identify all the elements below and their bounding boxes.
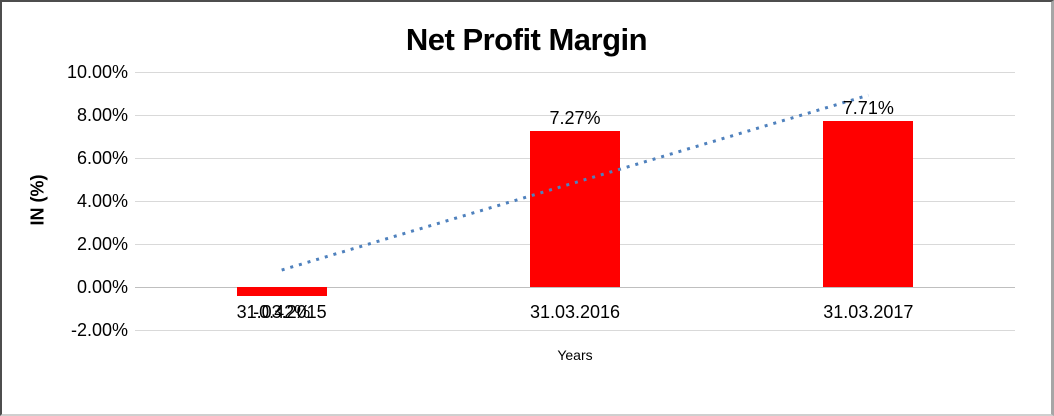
y-tick-label: 6.00%: [76, 148, 128, 168]
data-label: 7.71%: [842, 98, 894, 119]
y-tick-label: 8.00%: [76, 105, 128, 125]
x-tick-label: 31.03.2017: [823, 302, 914, 322]
x-axis-line: [135, 287, 1015, 288]
bar: [823, 121, 914, 287]
data-label: 7.27%: [549, 107, 601, 128]
y-tick-label: 2.00%: [76, 234, 128, 254]
bar: [236, 287, 327, 297]
x-tick-label: 31.03.2016: [529, 302, 621, 322]
data-label: -0.42%: [253, 302, 311, 323]
plot-area: 31.03.2015 -0.42% 31.03.2016 7.27% 31.03.201…: [135, 72, 1015, 331]
gridline: [135, 330, 1015, 331]
chart-title: Net Profit Margin: [405, 22, 648, 57]
y-tick-label: 0.00%: [76, 277, 128, 297]
bar: [530, 130, 620, 287]
y-tick-label: -2.00%: [70, 320, 128, 340]
y-tick-label: 10.00%: [66, 62, 128, 82]
gridline: [135, 115, 1015, 116]
gridline: [135, 72, 1015, 73]
y-tick-label: 4.00%: [76, 191, 128, 211]
trendline: [281, 93, 869, 272]
x-tick-label: 31.03.2015: [236, 302, 327, 322]
x-axis-title: Years: [557, 347, 593, 363]
y-axis-tick-labels: 10.00% 8.00% 6.00% 4.00% 2.00% 0.00% -2.00%: [2, 62, 128, 340]
